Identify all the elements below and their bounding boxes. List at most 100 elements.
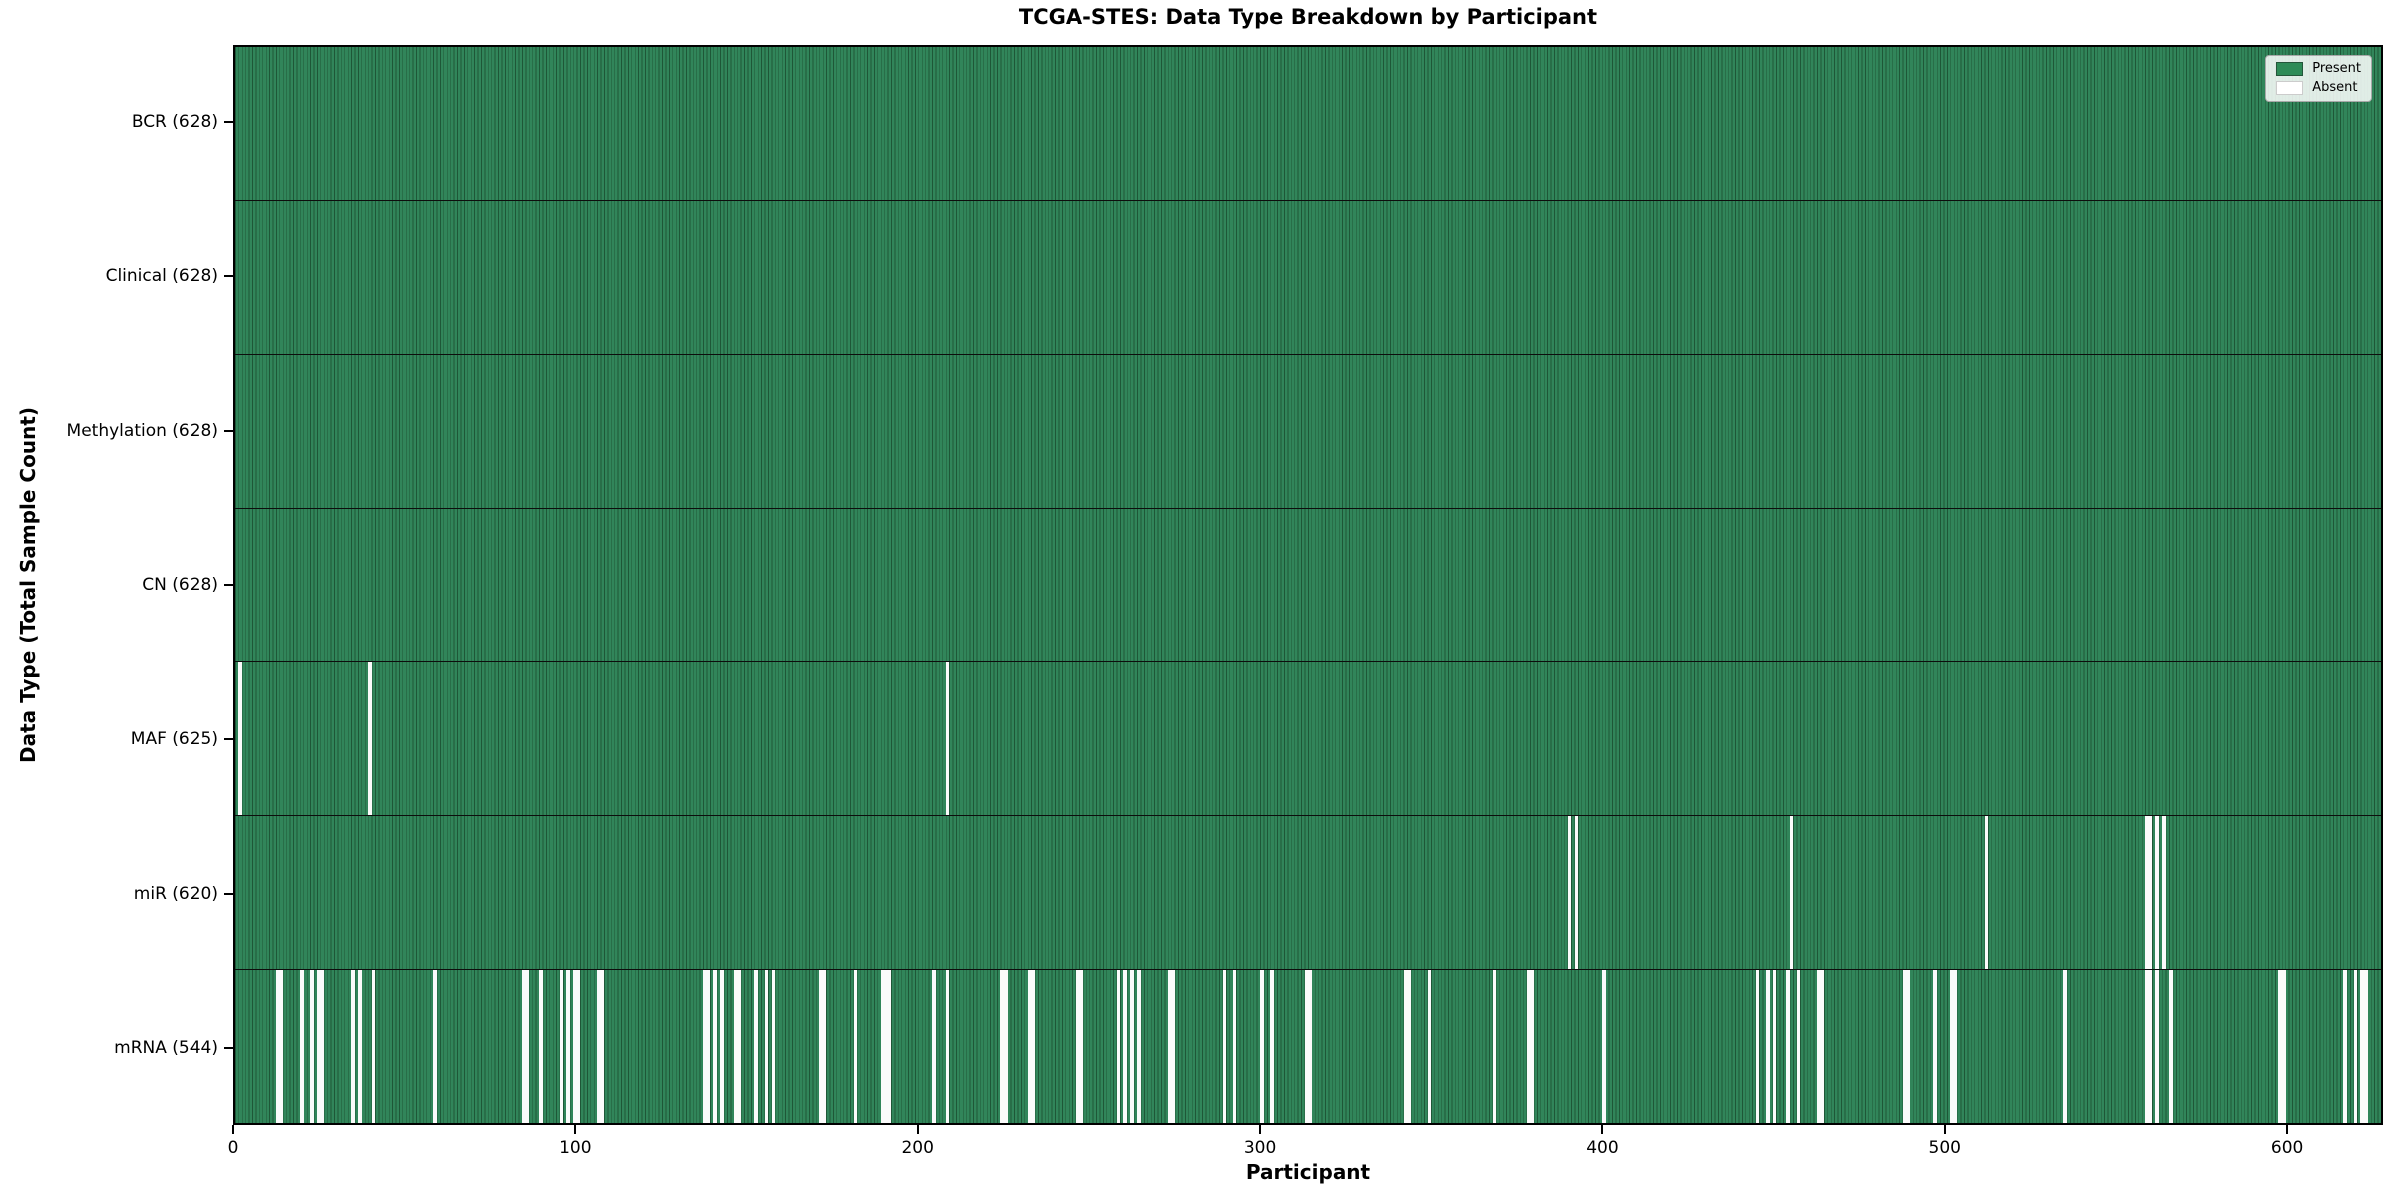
absent-gap	[754, 970, 759, 1124]
absent-gap	[932, 970, 936, 1124]
x-tick-label-300: 300	[1243, 1138, 1277, 1158]
absent-gap	[1270, 970, 1275, 1124]
absent-gap	[576, 970, 581, 1124]
absent-gap	[573, 970, 577, 1124]
y-tick-label-clinical: Clinical (628)	[105, 266, 218, 287]
legend-label: Present	[2312, 61, 2361, 76]
x-tick-label-100: 100	[559, 1138, 592, 1158]
absent-gap	[1232, 970, 1237, 1124]
y-tick-mark	[224, 738, 233, 741]
absent-gap	[733, 970, 738, 1124]
x-axis-label: Participant	[1245, 1160, 1371, 1184]
absent-gap	[2278, 970, 2283, 1124]
absent-gap	[2353, 970, 2358, 1124]
absent-gap	[559, 970, 564, 1124]
x-tick-mark	[1943, 1125, 1946, 1134]
absent-gap	[1075, 970, 1080, 1124]
x-tick-label-0: 0	[227, 1138, 239, 1158]
absent-gap	[1003, 970, 1008, 1124]
absent-gap	[2148, 970, 2153, 1124]
absent-gap	[1820, 970, 1825, 1124]
x-tick-label-400: 400	[1586, 1138, 1619, 1158]
absent-gap	[351, 970, 355, 1124]
chart-title: TCGA-STES: Data Type Breakdown by Partic…	[1018, 5, 1598, 29]
absent-gap	[433, 970, 437, 1124]
heatmap-row-mir	[235, 816, 2381, 971]
legend-swatch-absent	[2276, 81, 2304, 95]
y-tick-mark	[224, 121, 233, 124]
absent-gap	[1567, 816, 1572, 970]
absent-gap	[1902, 970, 1907, 1124]
absent-gap	[597, 970, 601, 1124]
x-tick-label-200: 200	[901, 1138, 934, 1158]
absent-gap	[1765, 970, 1770, 1124]
absent-gap	[2343, 970, 2348, 1124]
absent-gap	[2148, 816, 2153, 970]
absent-gap	[1308, 970, 1312, 1124]
absent-gap	[320, 970, 325, 1124]
absent-gap	[238, 662, 243, 816]
absent-gap	[2162, 816, 2166, 970]
absent-gap	[822, 970, 827, 1124]
absent-gap	[1526, 970, 1531, 1124]
legend-swatch-present	[2276, 62, 2304, 76]
absent-gap	[317, 970, 321, 1124]
absent-gap	[310, 970, 314, 1124]
heatmap-row-maf	[235, 662, 2381, 817]
absent-gap	[279, 970, 284, 1124]
absent-gap	[1530, 970, 1534, 1124]
absent-gap	[522, 970, 526, 1124]
absent-gap	[2063, 970, 2067, 1124]
absent-gap	[2363, 970, 2368, 1124]
x-tick-mark	[2286, 1125, 2289, 1134]
absent-gap	[703, 970, 707, 1124]
absent-gap	[771, 970, 776, 1124]
y-tick-mark	[224, 892, 233, 895]
absent-gap	[525, 970, 530, 1124]
x-tick-label-500: 500	[1928, 1138, 1962, 1158]
absent-gap	[1171, 970, 1175, 1124]
absent-gap	[764, 970, 769, 1124]
absent-gap	[853, 970, 858, 1124]
absent-gap	[1130, 970, 1134, 1124]
absent-gap	[1116, 970, 1121, 1124]
absent-gap	[819, 970, 823, 1124]
absent-gap	[600, 970, 605, 1124]
y-tick-label-mir: miR (620)	[133, 883, 218, 904]
absent-gap	[566, 970, 571, 1124]
absent-gap	[706, 970, 711, 1124]
absent-gap	[720, 970, 724, 1124]
x-tick-mark	[916, 1125, 919, 1134]
absent-gap	[1933, 970, 1937, 1124]
absent-gap	[1031, 970, 1035, 1124]
absent-gap	[2155, 816, 2160, 970]
absent-gap	[2360, 970, 2365, 1124]
y-tick-mark	[224, 1046, 233, 1049]
absent-gap	[2155, 970, 2160, 1124]
legend: Present Absent	[2265, 55, 2372, 102]
plot-area: Present Absent	[233, 45, 2383, 1125]
absent-gap	[737, 970, 741, 1124]
x-tick-label-600: 600	[2270, 1138, 2304, 1158]
absent-gap	[1027, 970, 1032, 1124]
absent-gap	[945, 970, 950, 1124]
absent-gap	[1407, 970, 1411, 1124]
absent-gap	[1984, 816, 1989, 970]
y-tick-label-mrna: mRNA (544)	[114, 1037, 218, 1058]
y-tick-label-cn: CN (628)	[142, 575, 218, 595]
absent-gap	[713, 970, 718, 1124]
absent-gap	[2169, 970, 2173, 1124]
absent-gap	[1906, 970, 1910, 1124]
absent-gap	[539, 970, 543, 1124]
absent-gap	[1222, 970, 1227, 1124]
x-tick-mark	[574, 1125, 577, 1134]
absent-gap	[1000, 970, 1005, 1124]
absent-gap	[1427, 970, 1432, 1124]
y-tick-label-methylation: Methylation (628)	[66, 420, 218, 441]
absent-gap	[1137, 970, 1141, 1124]
absent-gap	[276, 970, 280, 1124]
absent-gap	[887, 970, 892, 1124]
x-tick-mark	[232, 1125, 234, 1134]
absent-gap	[2145, 816, 2149, 970]
